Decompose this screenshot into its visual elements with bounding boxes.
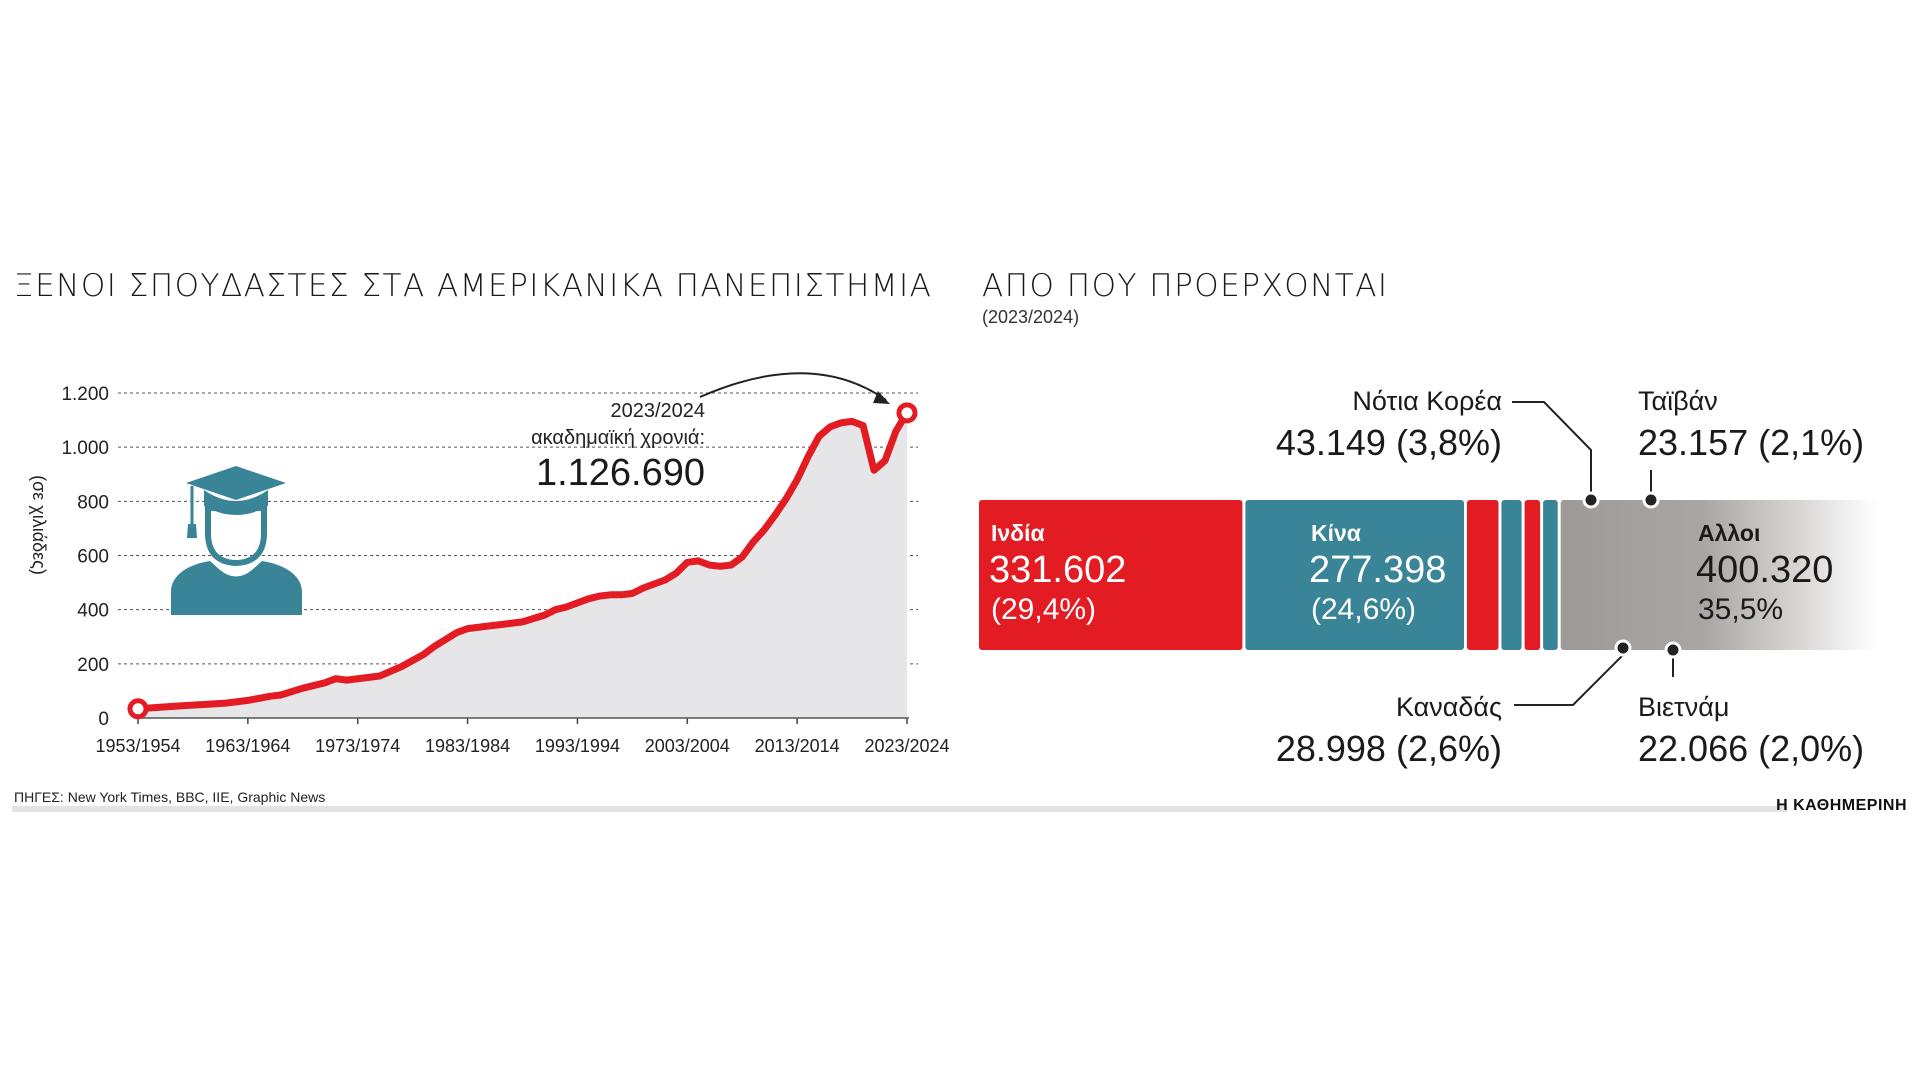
vietnam-name: Βιετνάμ xyxy=(1638,692,1729,722)
segment-others xyxy=(1560,500,1878,650)
x-tick-labels: 1953/1954 1963/1964 1973/1974 1983/1984 1993… xyxy=(95,718,950,756)
leader-dots xyxy=(1582,491,1682,659)
segment-canada xyxy=(1501,500,1522,650)
annotation-arrowhead xyxy=(873,391,890,404)
y-tick-labels: 0 200 400 600 800 1.000 1.200 xyxy=(61,384,109,730)
x-tick-label: 1963/1964 xyxy=(205,736,290,756)
canada-value: 28.998 (2,6%) xyxy=(1276,728,1502,769)
leader-canada xyxy=(1514,650,1624,706)
south-korea-name: Νότια Κορέα xyxy=(1352,386,1502,416)
vietnam-value: 22.066 (2,0%) xyxy=(1638,728,1864,769)
x-tick-label: 1993/1994 xyxy=(535,736,620,756)
bar-segments xyxy=(979,500,1878,650)
y-tick-label: 800 xyxy=(77,492,109,513)
south-korea-value: 43.149 (3,8%) xyxy=(1276,422,1502,463)
footer-rule xyxy=(12,806,1787,812)
y-tick-label: 1.200 xyxy=(61,384,109,405)
start-point-marker xyxy=(127,698,149,720)
china-pct: (24,6%) xyxy=(1311,593,1416,626)
end-point-marker xyxy=(896,402,918,424)
brand-logo: Η ΚΑΘΗΜΕΡΙΝΗ xyxy=(1776,797,1907,814)
series-line xyxy=(134,409,911,713)
segment-india xyxy=(979,500,1243,650)
source-note: ΠΗΓΕΣ: New York Times, BBC, IIE, Graphic… xyxy=(14,789,326,805)
india-pct: (29,4%) xyxy=(991,593,1096,626)
others-value: 400.320 xyxy=(1696,549,1833,591)
y-tick-label: 400 xyxy=(77,601,109,622)
students-line-chart: 0 200 400 600 800 1.000 1.200 1953/1954 1963/19… xyxy=(29,372,950,756)
x-tick-label: 2023/2024 xyxy=(864,736,949,756)
china-label: Κίνα xyxy=(1311,520,1361,546)
china-value: 277.398 xyxy=(1309,549,1446,591)
left-chart-title: ΞΕΝΟΙ ΣΠΟΥΔΑΣΤΕΣ ΣΤΑ ΑΜΕΡΙΚΑΝΙΚΑ ΠΑΝΕΠΙΣ… xyxy=(14,268,933,304)
y-tick-label: 0 xyxy=(98,709,109,730)
graduate-icon xyxy=(171,466,302,615)
taiwan-name: Ταϊβάν xyxy=(1638,386,1718,416)
x-tick-label: 1973/1974 xyxy=(315,736,400,756)
leader-south-korea xyxy=(1512,401,1592,500)
right-chart-title: ΑΠΟ ΠΟΥ ΠΡΟΕΡΧΟΝΤΑΙ xyxy=(982,268,1389,304)
segment-china xyxy=(1245,500,1464,650)
india-value: 331.602 xyxy=(989,549,1126,591)
taiwan-value: 23.157 (2,1%) xyxy=(1638,422,1864,463)
others-label: Αλλοι xyxy=(1698,520,1760,546)
origin-stacked-bar: Ινδία 331.602 (29,4%) Κίνα 277.398 (24,6… xyxy=(979,386,1878,769)
annotation-line1: 2023/2024 xyxy=(610,400,705,422)
segment-vietnam xyxy=(1543,500,1558,650)
right-chart-subtitle: (2023/2024) xyxy=(982,307,1080,327)
x-tick-label: 1983/1984 xyxy=(425,736,510,756)
y-tick-label: 600 xyxy=(77,547,109,568)
annotation-line2: ακαδημαϊκή χρονιά: xyxy=(531,427,705,449)
canada-name: Καναδάς xyxy=(1396,692,1502,722)
others-pct: 35,5% xyxy=(1698,593,1783,626)
segment-taiwan xyxy=(1524,500,1541,650)
segment-south-korea xyxy=(1467,500,1499,650)
area-fill xyxy=(138,412,907,718)
x-tick-label: 2003/2004 xyxy=(645,736,730,756)
y-tick-label: 200 xyxy=(77,655,109,676)
annotation-arrow xyxy=(699,372,887,401)
x-tick-label: 1953/1954 xyxy=(95,736,180,756)
india-label: Ινδία xyxy=(991,520,1045,546)
y-axis-label: (σε χιλιάδες) xyxy=(29,475,49,575)
x-tick-label: 2013/2014 xyxy=(755,736,840,756)
y-tick-label: 1.000 xyxy=(61,438,109,459)
annotation-value: 1.126.690 xyxy=(536,452,705,494)
